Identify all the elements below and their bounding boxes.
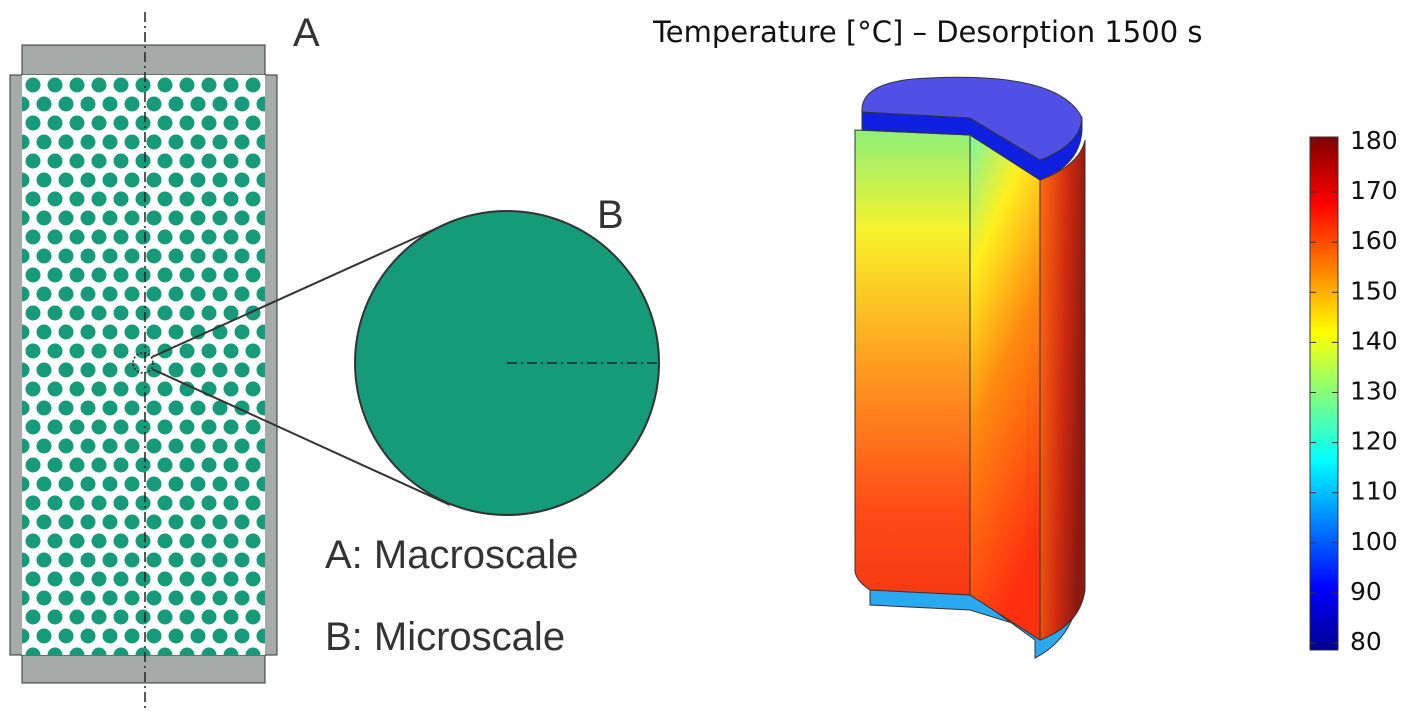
colorbar: [1310, 137, 1338, 650]
colorbar-label: 170: [1350, 176, 1398, 205]
colorbar-label: 160: [1350, 226, 1398, 255]
colorbar-label: 140: [1350, 326, 1398, 355]
colorbar-label: 180: [1350, 126, 1398, 155]
colorbar-label: 90: [1350, 577, 1382, 606]
label-a: A: [293, 11, 320, 55]
particles: [22, 75, 265, 655]
colorbar-label: 150: [1350, 276, 1398, 305]
colorbar-label: 130: [1350, 377, 1398, 406]
cylinder: [855, 77, 1085, 658]
legend-b: B: Microscale: [325, 615, 565, 659]
colorbar-label: 110: [1350, 477, 1398, 506]
cap-bottom: [22, 655, 265, 683]
colorbar-label: 120: [1350, 427, 1398, 456]
colorbar-label: 80: [1350, 627, 1382, 656]
figure: A B A: Macroscale B: Microscale Temperat…: [0, 0, 1416, 712]
label-b: B: [597, 193, 624, 237]
legend-a: A: Macroscale: [325, 533, 578, 577]
sim-title: Temperature [°C] – Desorption 1500 s: [652, 15, 1203, 49]
colorbar-label: 100: [1350, 527, 1398, 556]
cap-top: [22, 45, 265, 75]
